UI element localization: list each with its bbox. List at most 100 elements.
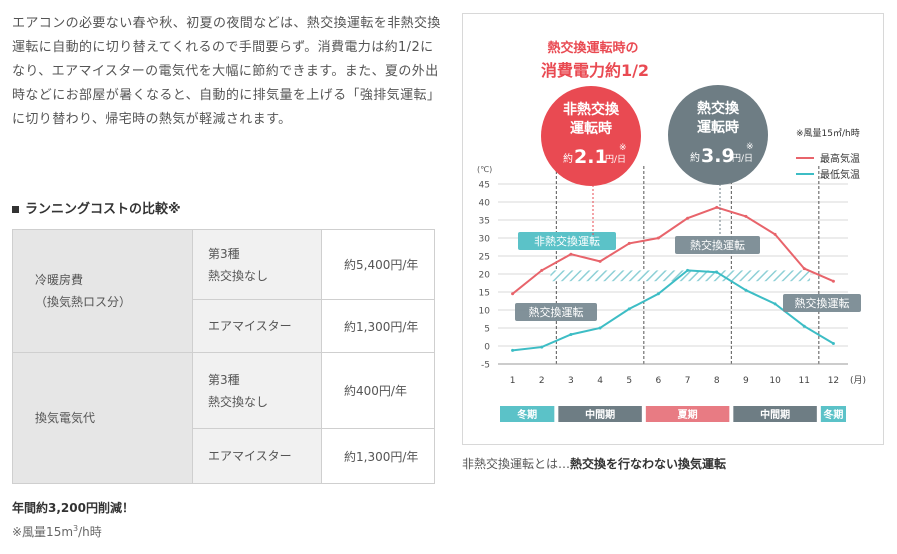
bubble-note-mark: ※ xyxy=(619,143,627,153)
data-point xyxy=(627,241,631,245)
annual-saving-text: 年間約3,200円削減！ xyxy=(12,501,134,515)
x-tick-label: 6 xyxy=(656,376,662,386)
data-point xyxy=(686,216,690,220)
cost-value-cell: 約400円/年 xyxy=(321,352,435,429)
exchange-label-summer-bg xyxy=(675,236,760,254)
season-label: 中間期 xyxy=(760,408,790,421)
table-row: 換気電気代 第3種 熱交換なし 約400円/年 xyxy=(12,352,435,484)
footnote-suffix: /h時 xyxy=(78,525,102,539)
series-line xyxy=(511,206,834,295)
footnote-prefix: ※風量15m xyxy=(12,525,74,539)
x-tick-label: 11 xyxy=(799,376,810,386)
data-point xyxy=(715,270,719,274)
season-label: 中間期 xyxy=(585,408,615,421)
y-tick-label: 15 xyxy=(479,289,490,299)
y-tick-label: 25 xyxy=(479,253,490,263)
cost-value-cell: 約5,400円/年 xyxy=(321,229,435,300)
data-point xyxy=(773,232,777,236)
intro-paragraph: エアコンの必要ない春や秋、初夏の夜間などは、熱交換運転を非熱交換運転に自動的に切… xyxy=(12,16,441,127)
running-cost-heading: ランニングコストの比較※ xyxy=(12,198,181,217)
data-point xyxy=(511,292,515,296)
bubble-label-line1: 非熱交換 xyxy=(563,101,620,118)
square-bullet-icon xyxy=(12,206,19,213)
season-label: 冬期 xyxy=(517,408,537,421)
x-tick-label: 9 xyxy=(743,376,749,386)
data-point xyxy=(540,345,544,349)
y-unit-label: (℃) xyxy=(477,165,492,174)
bubble-label-line2: 運転時 xyxy=(697,119,739,136)
season-block xyxy=(733,406,817,422)
x-tick-label: 8 xyxy=(714,376,720,386)
temperature-chart-panel: 熱交換運転 熱交換運転 熱交換運転 非熱交換運転 熱交換運転時の 消費電力約1/2 非熱交換… xyxy=(462,13,884,445)
data-point xyxy=(627,307,631,311)
running-cost-table: 冷暖房費 （換気熱ロス分） 第3種 熱交換なし 約5,400円/年 エアマイスタ… xyxy=(12,229,435,484)
x-tick-label: 3 xyxy=(568,376,574,386)
data-point xyxy=(686,268,690,272)
system-cell: エアマイスター xyxy=(192,428,322,484)
bubble-value: 3.9 xyxy=(701,145,735,167)
y-tick-label: 35 xyxy=(479,217,490,227)
x-tick-label: 10 xyxy=(769,376,781,386)
data-point xyxy=(511,348,515,352)
season-label: 夏期 xyxy=(677,408,698,421)
y-tick-label: 30 xyxy=(479,235,491,245)
exchange-label-late: 熱交換運転 xyxy=(795,296,850,310)
chart-caption-normal: 非熱交換運転とは… xyxy=(462,457,571,471)
data-point xyxy=(598,326,602,330)
running-cost-heading-text: ランニングコストの比較※ xyxy=(25,202,181,217)
airflow-note: ※風量15㎥/h時 xyxy=(796,128,860,139)
x-tick-label: 5 xyxy=(626,376,632,386)
bubble-note-mark: ※ xyxy=(746,142,754,152)
bubble-label-line2: 運転時 xyxy=(570,120,612,137)
data-point xyxy=(744,288,748,292)
cost-value-cell: 約1,300円/年 xyxy=(321,428,435,484)
data-point xyxy=(831,279,835,283)
bubble-prefix: 約 xyxy=(563,152,573,165)
system-cell: 第3種 熱交換なし xyxy=(192,229,322,300)
data-point xyxy=(802,324,806,328)
legend-label: 最高気温 xyxy=(820,152,860,165)
data-point xyxy=(831,341,835,345)
data-point xyxy=(744,214,748,218)
data-point xyxy=(773,302,777,306)
system-cell: 第3種 熱交換なし xyxy=(192,352,322,429)
exchange-label-late-bg xyxy=(783,294,861,312)
chart-caption: 非熱交換運転とは…熱交換を行なわない換気運転 xyxy=(462,455,726,472)
season-block xyxy=(645,406,730,422)
y-tick-label: 5 xyxy=(484,325,490,335)
data-point xyxy=(569,332,573,336)
cost-value-cell: 約1,300円/年 xyxy=(321,299,435,353)
non-exchange-label: 非熱交換運転 xyxy=(534,234,600,248)
season-block xyxy=(558,406,642,422)
airflow-footnote: ※風量15m3/h時 xyxy=(12,523,102,540)
x-tick-label: 12 xyxy=(828,376,839,386)
x-unit-label: (月) xyxy=(850,375,866,386)
bubble-value: 2.1 xyxy=(574,146,608,168)
temperature-chart: 熱交換運転熱交換運転熱交換運転非熱交換運転熱交換運転時の消費電力約1/2非熱交換… xyxy=(477,40,866,422)
chart-title-line1: 熱交換運転時の xyxy=(547,40,638,56)
x-tick-label: 2 xyxy=(539,376,545,386)
data-point xyxy=(598,259,602,263)
bubble-unit: 円/日 xyxy=(605,154,626,165)
non-exchange-label-bg xyxy=(518,232,616,250)
y-tick-label: 40 xyxy=(479,199,491,209)
data-point xyxy=(569,252,573,256)
data-point xyxy=(715,205,719,209)
y-tick-label: -5 xyxy=(481,361,490,371)
data-point xyxy=(656,236,660,240)
bubble-label-line1: 熱交換 xyxy=(697,100,740,117)
season-label: 冬期 xyxy=(823,408,843,421)
category-cell: 冷暖房費 （換気熱ロス分） xyxy=(12,229,193,353)
table-row: エアマイスター 約1,300円/年 xyxy=(13,299,435,353)
cost-bubble xyxy=(668,85,768,185)
chart-title-line2: 消費電力約1/2 xyxy=(541,61,649,80)
table-row: エアマイスター 約1,300円/年 xyxy=(13,428,435,484)
x-tick-label: 7 xyxy=(685,376,691,386)
chart-caption-bold: 熱交換を行なわない換気運転 xyxy=(570,457,727,471)
data-point xyxy=(802,267,806,271)
exchange-label-winter-bg xyxy=(515,303,597,321)
x-tick-label: 4 xyxy=(597,376,603,386)
table-row: 冷暖房費 （換気熱ロス分） 第3種 熱交換なし 約5,400円/年 xyxy=(12,229,435,353)
system-cell: エアマイスター xyxy=(192,299,322,353)
data-point xyxy=(656,292,660,296)
